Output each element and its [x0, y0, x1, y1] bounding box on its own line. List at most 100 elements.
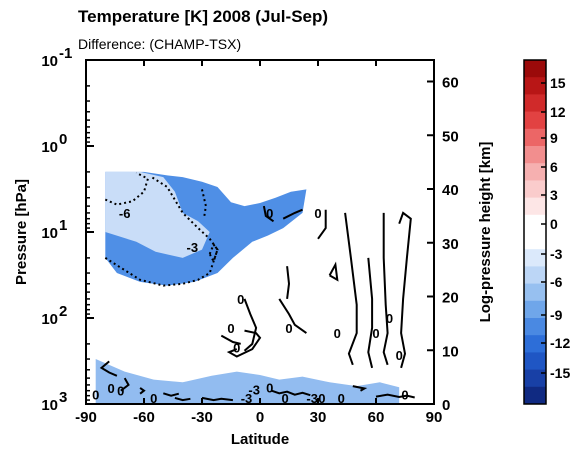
contour-zero-1 — [282, 208, 303, 220]
contour-label-12: 0 — [92, 388, 99, 403]
colorbar-segment — [524, 197, 546, 216]
x-tick-label: 30 — [310, 409, 327, 426]
contour-label-6: 0 — [233, 340, 240, 355]
colorbar-segment — [524, 111, 546, 130]
colorbar-label: -15 — [550, 365, 570, 381]
contour-negative-0 — [104, 176, 219, 287]
contour-label-0: -6 — [119, 206, 131, 221]
colorbar-segment — [524, 369, 546, 388]
contour-label-11: 0 — [396, 348, 403, 363]
chart-title: Temperature [K] 2008 (Jul-Sep) — [78, 7, 328, 26]
contour-zero-2 — [317, 209, 327, 240]
colorbar-segment — [524, 232, 546, 250]
y-tick-label: 10 -1 — [41, 45, 72, 70]
chart-subtitle: Difference: (CHAMP-TSX) — [78, 36, 241, 52]
y-tick-base: 10 — [41, 225, 58, 242]
contour-zero-12 — [220, 334, 241, 345]
colorbar-segment — [524, 386, 546, 405]
contour-zero-8 — [382, 212, 389, 366]
colorbar-label: -12 — [550, 335, 570, 351]
colorbar-segment — [524, 335, 546, 353]
contour-zero-11 — [226, 329, 262, 358]
y2-tick-label: 60 — [442, 75, 459, 92]
colorbar-segment — [524, 249, 546, 267]
colorbar-segment — [524, 60, 546, 78]
contour-label-21: 0 — [318, 391, 325, 406]
contour-label-16: -3 — [241, 391, 253, 406]
y-tick-base: 10 — [41, 53, 58, 70]
contour-label-9: 0 — [372, 326, 379, 341]
x-tick-label: 0 — [256, 409, 264, 426]
colorbar-segment — [524, 94, 546, 113]
y-tick-label: 10 0 — [41, 131, 67, 156]
contour-label-20: -3 — [306, 391, 318, 406]
x-axis-label: Latitude — [231, 431, 289, 448]
contour-lines — [99, 171, 415, 402]
contour-label-8: 0 — [334, 326, 341, 341]
y-tick-base: 10 — [41, 311, 58, 328]
contour-zero-17 — [174, 396, 191, 402]
x-tick-label: -90 — [75, 409, 97, 426]
contour-zero-19 — [271, 389, 311, 397]
y-tick-label: 10 1 — [41, 217, 67, 242]
contour-zero-15 — [139, 387, 146, 395]
y-tick-exponent: 0 — [59, 131, 67, 148]
contour-zero-9 — [398, 211, 412, 369]
colorbar-segment — [524, 352, 546, 371]
shaded-regions — [95, 171, 400, 404]
contour-label-5: 0 — [227, 321, 234, 336]
colorbar-label: 6 — [550, 159, 558, 175]
colorbar-label: -6 — [550, 274, 563, 290]
colorbar-frame — [523, 59, 547, 405]
x-tick-label: 90 — [426, 409, 443, 426]
contour-zero-7 — [367, 257, 374, 369]
contour-label-7: 0 — [285, 321, 292, 336]
colorbar-label: -3 — [550, 246, 563, 262]
colorbar-label: 9 — [550, 130, 558, 146]
contour-zero-5 — [328, 261, 339, 282]
contour-zero-20 — [352, 385, 368, 392]
colorbar-segment — [524, 146, 546, 164]
contour-label-23: 0 — [401, 388, 408, 403]
colorbar-label: 15 — [550, 75, 566, 91]
colorbar-segment — [524, 214, 546, 233]
y2-tick-label: 0 — [442, 397, 450, 414]
contour-label-4: 0 — [237, 292, 244, 307]
y2-tick-label: 30 — [442, 236, 459, 253]
y-tick-exponent: -1 — [59, 45, 72, 62]
contour-label-18: 0 — [266, 380, 273, 395]
contour-negative-3 — [201, 189, 207, 219]
contour-label-17: -3 — [248, 383, 260, 398]
colorbar-label: 0 — [550, 216, 558, 232]
contour-zero-21 — [375, 393, 415, 399]
contour-zero-3 — [286, 266, 291, 300]
colorbar-segment — [524, 266, 546, 285]
x-tick-label: 60 — [368, 409, 385, 426]
y-tick-exponent: 3 — [59, 389, 67, 406]
colorbar-segment — [524, 180, 546, 199]
colorbar: 15 12 9 6 3 0 -3 -6 -9 -12 -15 — [523, 59, 570, 405]
contour-zero-4 — [278, 298, 307, 334]
contour-negative-2 — [208, 242, 219, 264]
contour-label-3: 0 — [314, 206, 321, 221]
contour-label-19: 0 — [281, 391, 288, 406]
colorbar-label: -9 — [550, 307, 563, 323]
y-tick-exponent: 2 — [59, 303, 67, 320]
contour-zero-6 — [344, 212, 358, 366]
colorbar-segment — [524, 283, 546, 302]
colorbar-segment — [524, 128, 546, 147]
contour-label-2: 0 — [266, 206, 273, 221]
y2-tick-label: 10 — [442, 343, 459, 360]
y-tick-base: 10 — [41, 139, 58, 156]
contour-negative-1 — [104, 171, 150, 206]
y-tick-label: 10 2 — [41, 303, 67, 328]
y-tick-base: 10 — [41, 397, 58, 414]
y2-tick-label: 40 — [442, 182, 459, 199]
x-tick-label: -60 — [133, 409, 155, 426]
contour-zero-10 — [243, 298, 258, 352]
y2-tick-label: 50 — [442, 128, 459, 145]
